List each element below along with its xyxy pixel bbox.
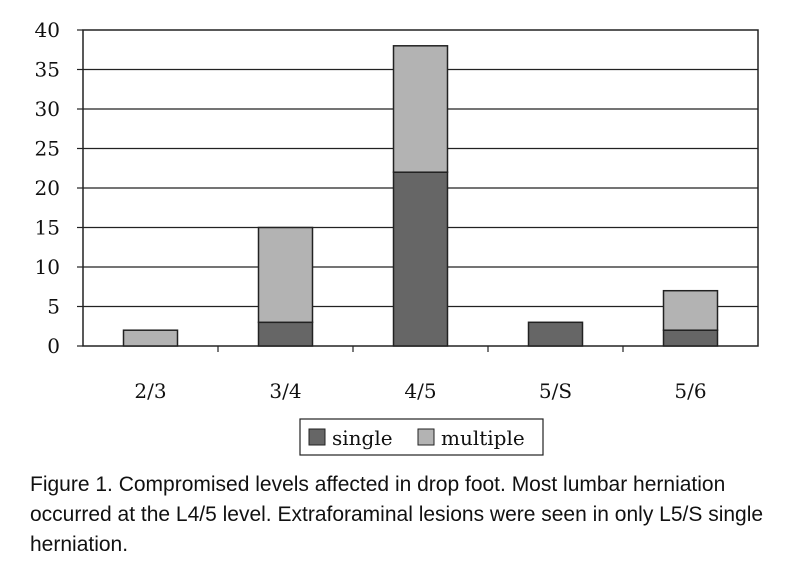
x-tick-label: 3/4 [269,379,301,403]
y-tick-label: 5 [47,295,60,319]
bar-single [257,321,314,347]
legend-label-multiple: multiple [441,426,525,450]
bar-multiple [392,45,449,173]
y-tick-label: 35 [35,58,60,82]
bar-single [662,329,719,347]
y-tick-label: 15 [35,216,60,240]
x-tick-label: 4/5 [404,379,436,403]
bar-single [392,171,449,347]
x-tick-label: 5/S [539,379,572,403]
legend-swatch-multiple [417,428,435,446]
legend-label-single: single [332,426,393,450]
y-tick-label: 25 [35,137,60,161]
stacked-bar-chart: 0 5 10 15 20 25 30 35 40 2/3 3/4 4/5 5/S 5/6 single mul… [35,18,759,456]
bar-single [527,321,584,347]
y-tick-label: 10 [35,255,60,279]
y-tick-label: 40 [35,18,60,42]
y-tick-label: 20 [35,176,60,200]
bar-multiple [122,329,179,347]
legend-swatch-single [308,428,326,446]
x-tick-label: 5/6 [674,379,706,403]
y-tick-label: 0 [47,334,60,358]
figure-caption: Figure 1. Compromised levels affected in… [30,473,764,556]
x-tick-label: 2/3 [134,379,166,403]
bar-multiple [662,289,719,331]
y-tick-label: 30 [35,97,60,121]
bar-multiple [257,226,314,324]
